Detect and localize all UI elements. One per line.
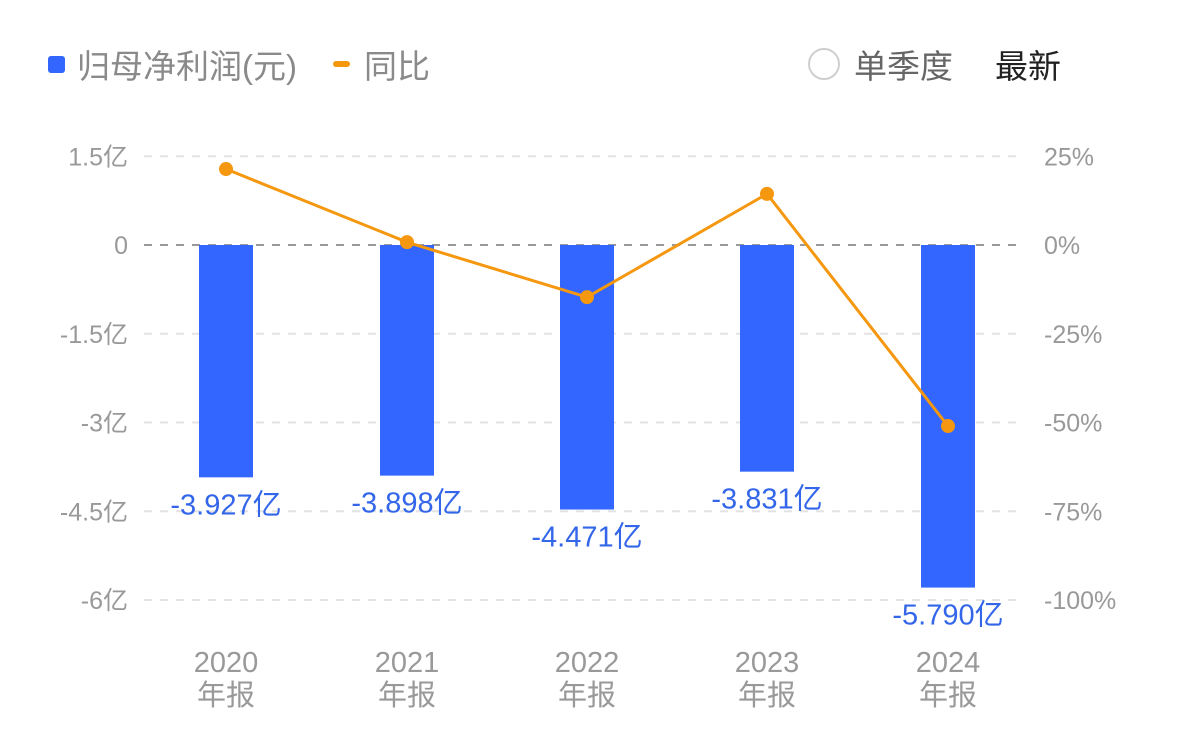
single-quarter-label[interactable]: 单季度: [854, 48, 953, 85]
yoy-point: [941, 419, 955, 434]
yoy-point: [760, 186, 774, 201]
bar-value-label: -5.790亿: [892, 599, 1003, 632]
x-axis-period: 年报: [919, 679, 977, 712]
x-axis-period: 年报: [558, 679, 616, 712]
x-axis-year: 2021: [375, 647, 440, 679]
left-axis-tick: -3亿: [81, 410, 128, 438]
single-quarter-radio[interactable]: [808, 48, 840, 80]
x-axis-period: 年报: [378, 679, 436, 712]
left-axis-tick: 1.5亿: [68, 143, 128, 171]
bar-value-label: -4.471亿: [531, 521, 642, 554]
bar-value-label: -3.831亿: [711, 483, 822, 516]
bar: [560, 245, 614, 510]
x-axis-period: 年报: [738, 679, 796, 712]
right-axis-tick: 0%: [1044, 232, 1080, 260]
x-axis-year: 2024: [916, 647, 981, 679]
period-toggle: 单季度 最新: [808, 40, 1061, 88]
right-axis-tick: -75%: [1044, 498, 1102, 526]
bar: [380, 245, 434, 476]
bar: [921, 245, 975, 588]
chart-legend: 归母净利润(元) 同比: [48, 40, 430, 88]
x-axis-year: 2022: [555, 647, 620, 679]
latest-button[interactable]: 最新: [995, 48, 1061, 85]
left-axis-tick: -4.5亿: [60, 498, 128, 526]
line-series-swatch: [332, 61, 350, 67]
right-axis-tick: -100%: [1044, 587, 1116, 615]
left-axis-tick: 0: [114, 232, 128, 260]
right-axis-tick: 25%: [1044, 143, 1094, 171]
yoy-point: [580, 290, 594, 305]
right-axis-tick: -50%: [1044, 410, 1102, 438]
legend-bar-label: 归母净利润(元): [77, 48, 297, 85]
yoy-point: [400, 235, 414, 250]
left-axis-tick: -6亿: [81, 587, 128, 615]
x-axis-year: 2023: [735, 647, 800, 679]
left-axis-tick: -1.5亿: [60, 321, 128, 349]
yoy-point: [219, 162, 233, 177]
right-axis-tick: -25%: [1044, 321, 1102, 349]
x-axis-year: 2020: [194, 647, 259, 679]
x-axis-period: 年报: [197, 679, 255, 712]
bar: [740, 245, 794, 472]
legend-line-label: 同比: [363, 48, 430, 85]
bar: [199, 245, 253, 478]
bar-value-label: -3.927亿: [170, 488, 281, 521]
bar-value-label: -3.898亿: [351, 487, 462, 520]
bar-series-swatch: [48, 55, 65, 73]
